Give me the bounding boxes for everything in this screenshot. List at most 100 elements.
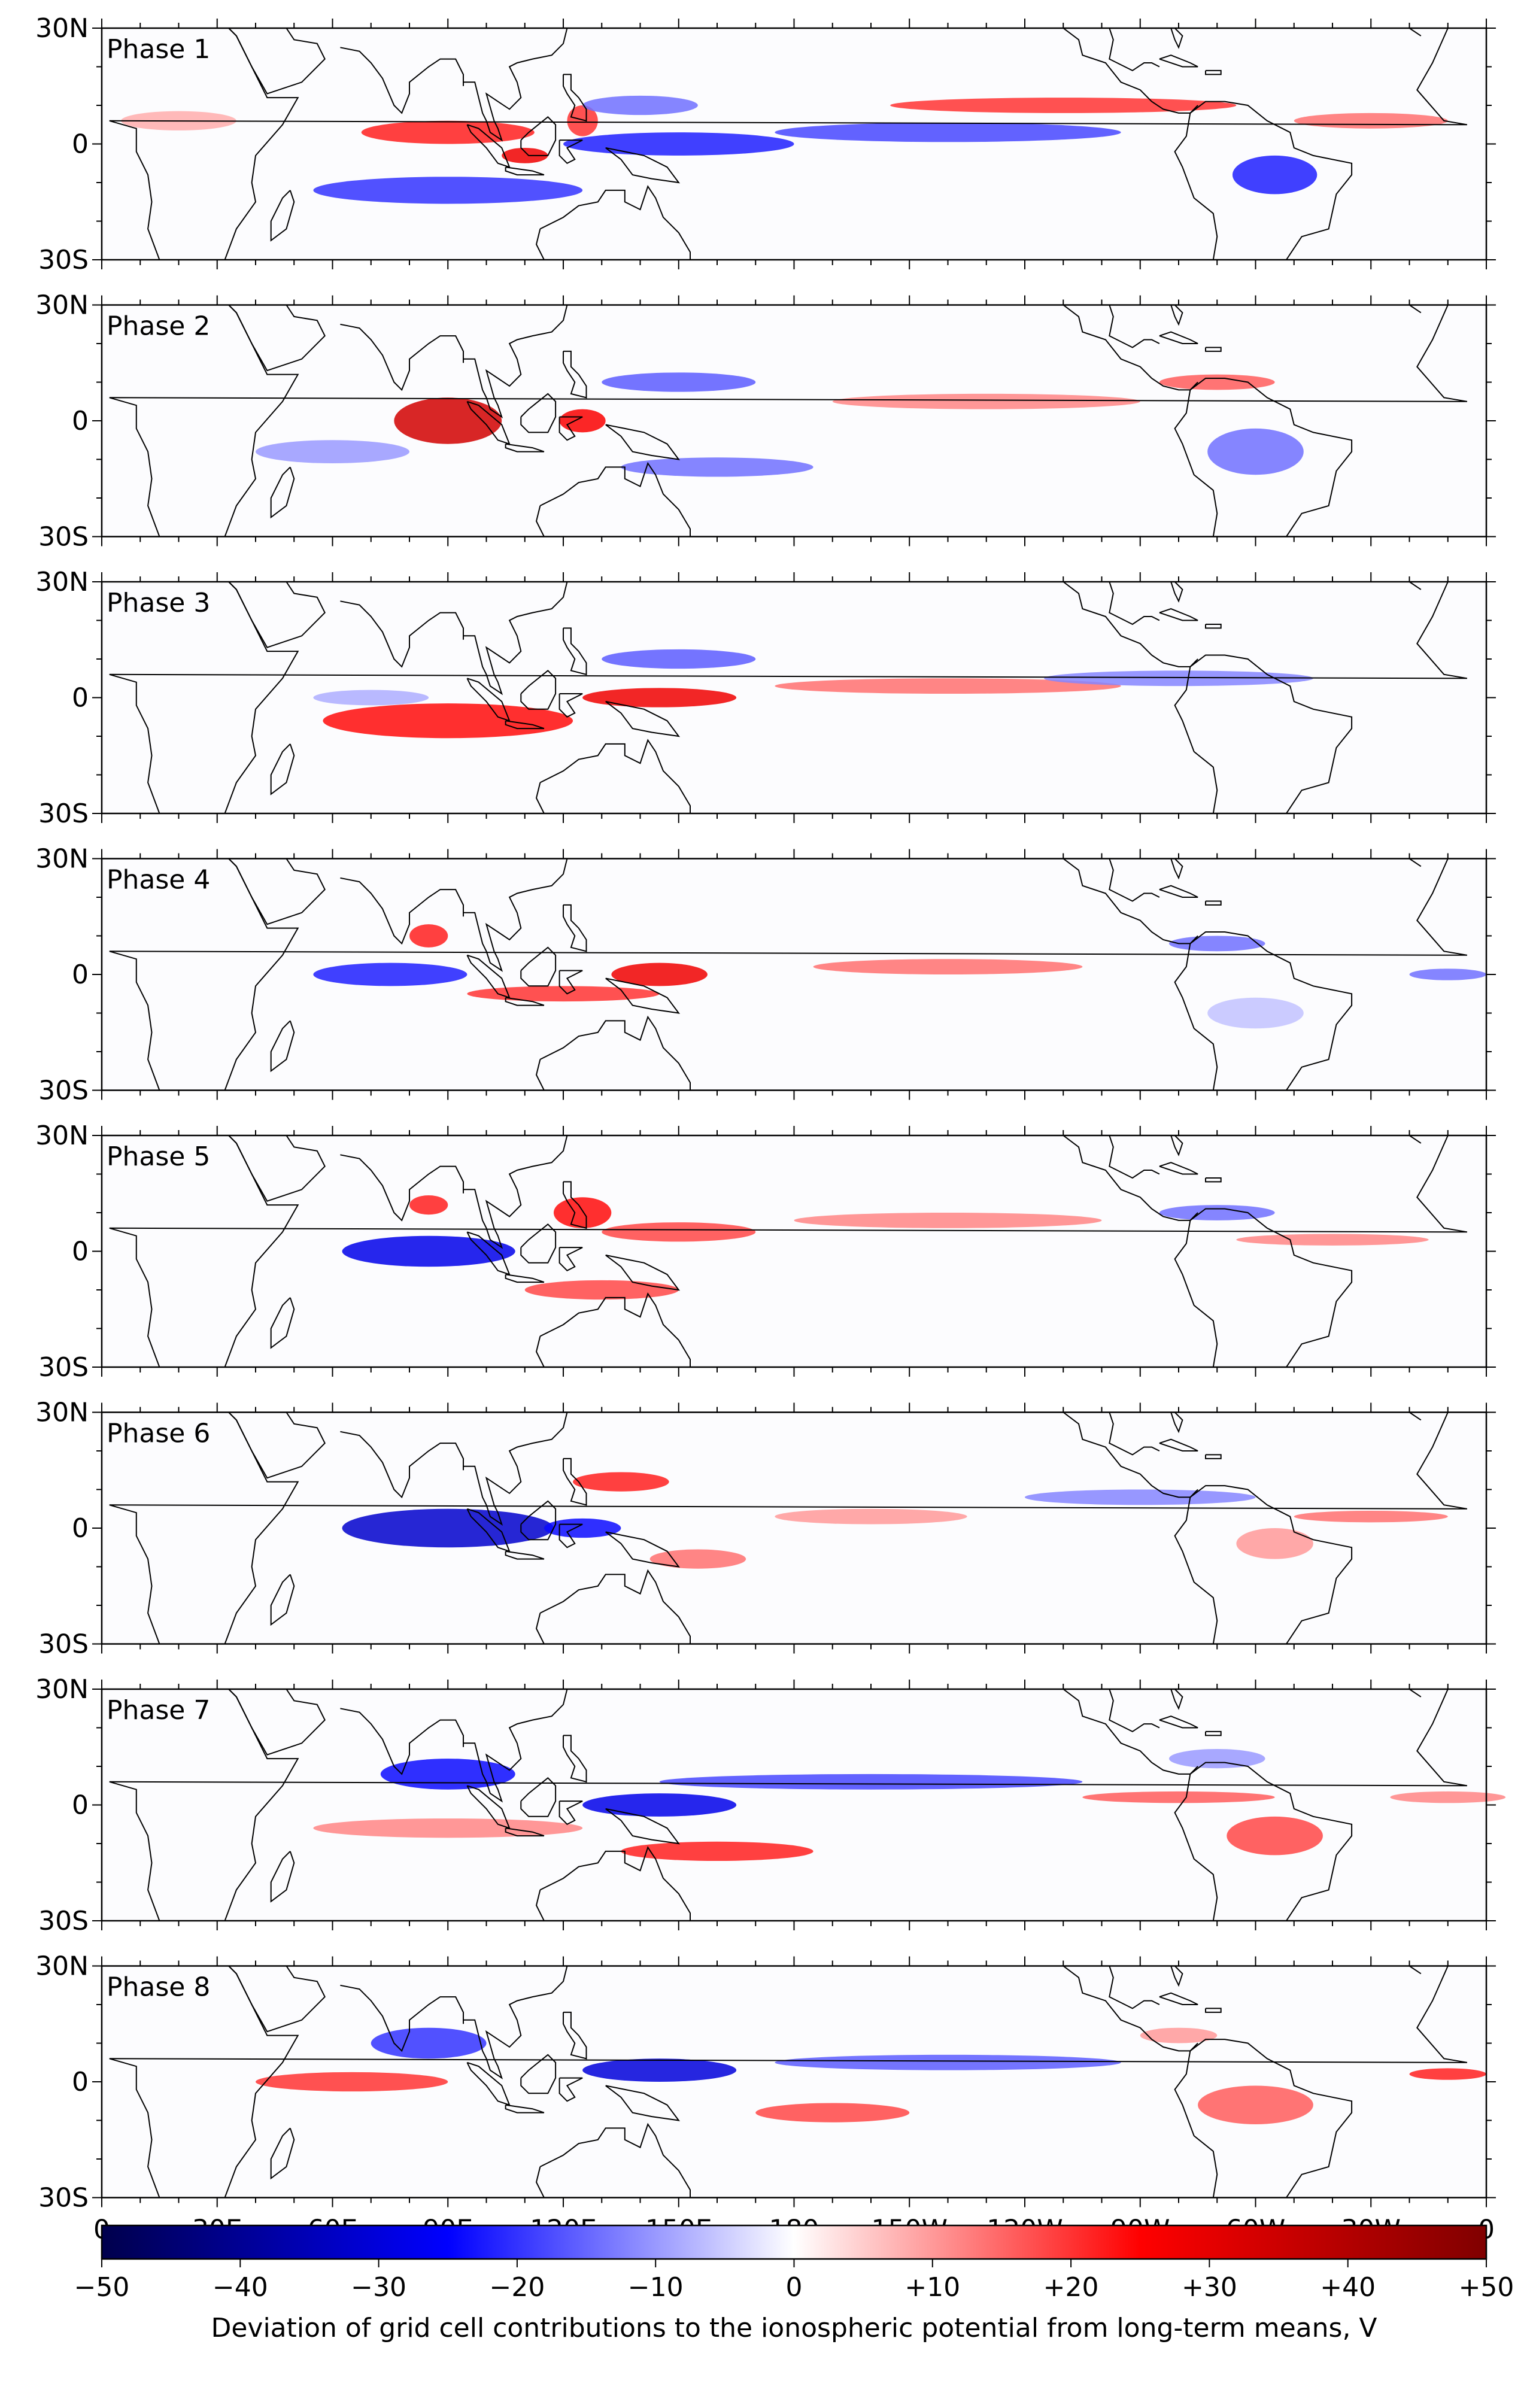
coastline-arabia	[228, 1412, 326, 1479]
coastlines	[109, 1966, 1468, 2198]
coastline-camerica	[1063, 305, 1198, 391]
heatmap-cell	[755, 2103, 910, 2122]
heatmap-cell	[409, 1195, 448, 1215]
heatmap-cell	[794, 1213, 1102, 1228]
coastline-borneo	[520, 2054, 557, 2094]
heatmap-cell	[313, 177, 583, 204]
coastline-arabia	[228, 1135, 326, 1202]
panel-2: 30N 0 30S Phase 2	[35, 290, 1496, 552]
heatmap-cell	[775, 1508, 967, 1525]
coastline-borneo	[520, 1777, 557, 1817]
y-tick-label: 0	[72, 406, 89, 436]
coastline-cuba	[1159, 1715, 1198, 1729]
coastlines	[109, 305, 1468, 537]
heatmap-cell	[582, 1793, 737, 1817]
heatmap-cell	[313, 1818, 583, 1838]
coastline-africaW	[109, 858, 1468, 1091]
coastline-cuba	[1159, 1162, 1198, 1175]
coastline-madagascar	[270, 2127, 295, 2180]
coastline-camerica	[1063, 858, 1198, 945]
coastline-sameriW	[1174, 113, 1218, 260]
coastline-burma	[463, 1966, 568, 2080]
coastline-borneo	[520, 1500, 557, 1541]
coastlines	[109, 858, 1468, 1091]
coastline-africaW	[109, 1135, 1468, 1367]
y-tick-label: 30S	[38, 1076, 89, 1106]
y-tick-label: 0	[72, 1237, 89, 1267]
coastline-sumatra	[466, 400, 511, 445]
panel-label: Phase 6	[107, 1419, 210, 1449]
heatmap-cell	[256, 2072, 448, 2092]
y-tick-label: 0	[72, 1513, 89, 1544]
colorbar-tick-label: −10	[628, 2272, 684, 2303]
coastline-samerica	[1189, 654, 1353, 813]
coastline-westAfricaTip	[1408, 305, 1422, 314]
coastline-africaW	[109, 28, 1468, 260]
y-tick-label: 30S	[38, 1629, 89, 1660]
coastline-cuba	[1159, 885, 1198, 898]
panel-background	[102, 1689, 1486, 1921]
coastline-sulawesi	[558, 139, 583, 165]
heatmap-cell	[582, 688, 737, 707]
y-tick-label: 0	[72, 1790, 89, 1821]
y-tick-label: 0	[72, 2067, 89, 2097]
colorbar-tick-label: +50	[1459, 2272, 1514, 2303]
heatmap-cell	[1207, 428, 1304, 475]
heatmap-cell	[602, 372, 756, 392]
coastline-australia	[539, 1846, 691, 1921]
heatmap-cell	[371, 2027, 487, 2059]
coastline-florida	[1170, 1412, 1183, 1434]
coastline-java	[505, 166, 545, 176]
coastline-hispaniola	[1205, 1730, 1222, 1736]
coastline-newguinea	[605, 701, 681, 737]
y-tick-label: 30N	[35, 1951, 89, 1982]
coastline-australia	[539, 1015, 691, 1091]
coastline-mexicoGulf	[1109, 1966, 1160, 2009]
coastline-borneo	[520, 1223, 557, 1264]
coastline-arabia	[228, 28, 326, 95]
coastline-africa	[224, 305, 1456, 537]
panel-background	[102, 582, 1486, 813]
coastlines	[109, 1412, 1468, 1644]
coastline-westAfricaTip	[1408, 582, 1422, 590]
coastline-sulawesi	[558, 2077, 583, 2102]
heatmap-features	[313, 649, 1313, 739]
coastline-australia	[539, 185, 691, 260]
y-tick-label: 30N	[35, 567, 89, 597]
heatmap-cell	[813, 959, 1083, 974]
coastline-africaW	[109, 1966, 1468, 2198]
colorbar: −50 −40 −30 −20 −10 0 +10 +20 +30 +40 +50 Deviation…	[74, 2224, 1514, 2343]
heatmap-features	[342, 1472, 1448, 1569]
coastline-australia	[539, 2122, 691, 2198]
heatmap-cell	[602, 1222, 756, 1242]
colorbar-tick-label: −40	[213, 2272, 268, 2303]
coastline-florida	[1170, 305, 1183, 326]
coastline-sumatra	[466, 2061, 511, 2106]
coastlines	[109, 1689, 1468, 1921]
coastline-westAfricaTip	[1408, 858, 1422, 867]
heatmap-cell	[342, 1508, 554, 1548]
colorbar-tick-label: +40	[1320, 2272, 1376, 2303]
heatmap-cell	[582, 95, 698, 116]
y-tick-label: 30S	[38, 1352, 89, 1383]
coastline-cuba	[1159, 1992, 1198, 2005]
coastline-australiaW	[535, 1059, 545, 1091]
coastline-florida	[1170, 28, 1183, 49]
coastline-westAfricaTip	[1408, 28, 1422, 37]
heatmap-cell	[832, 393, 1140, 409]
coastline-java	[505, 997, 545, 1006]
y-tick-label: 0	[72, 959, 89, 990]
coastline-borneo	[520, 946, 557, 987]
coastline-florida	[1170, 1135, 1183, 1156]
panel-8: 30N 0 30S Phase 8	[35, 1951, 1496, 2213]
coastline-australia	[539, 1569, 691, 1644]
heatmap-features	[313, 924, 1486, 1029]
coastline-sameriW	[1174, 1774, 1218, 1921]
colorbar-tick-label: −50	[74, 2272, 130, 2303]
coastline-burma	[463, 858, 568, 972]
coastline-madagascar	[270, 743, 295, 795]
coastline-burma	[463, 305, 568, 418]
coastline-sameriW	[1174, 943, 1218, 1091]
coastline-westAfricaTip	[1408, 1966, 1422, 1975]
heatmap-cell	[1025, 1489, 1256, 1505]
